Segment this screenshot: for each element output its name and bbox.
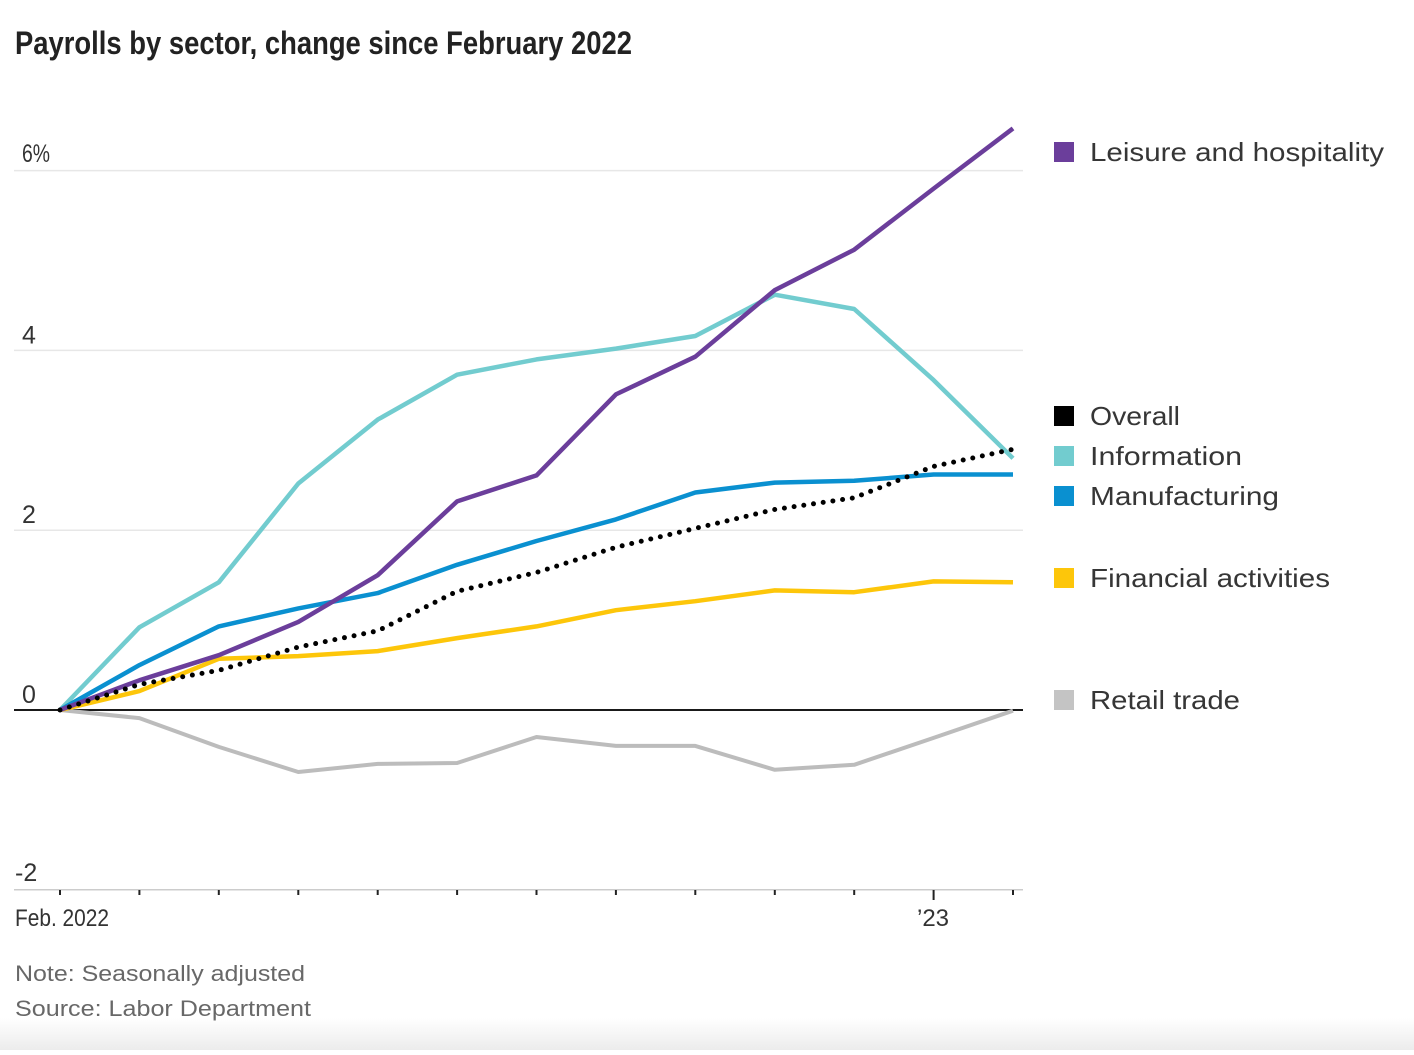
svg-text:Retail trade: Retail trade: [1090, 685, 1240, 715]
svg-text:Feb. 2022: Feb. 2022: [15, 905, 109, 932]
svg-text:Source: Labor Department: Source: Labor Department: [15, 996, 312, 1021]
svg-text:Note: Seasonally adjusted: Note: Seasonally adjusted: [15, 961, 305, 986]
svg-text:Information: Information: [1090, 441, 1242, 471]
svg-text:Payrolls by sector, change sin: Payrolls by sector, change since Februar…: [15, 25, 632, 61]
svg-text:Leisure and hospitality: Leisure and hospitality: [1090, 137, 1384, 167]
svg-text:-2: -2: [15, 859, 37, 887]
svg-text:’23: ’23: [917, 905, 949, 932]
svg-text:4: 4: [22, 322, 36, 350]
svg-text:Overall: Overall: [1090, 401, 1180, 431]
svg-text:6%: 6%: [22, 140, 50, 168]
svg-text:2: 2: [22, 501, 36, 529]
svg-text:0: 0: [22, 681, 36, 709]
svg-text:Financial activities: Financial activities: [1090, 563, 1330, 593]
svg-text:Manufacturing: Manufacturing: [1090, 481, 1279, 511]
